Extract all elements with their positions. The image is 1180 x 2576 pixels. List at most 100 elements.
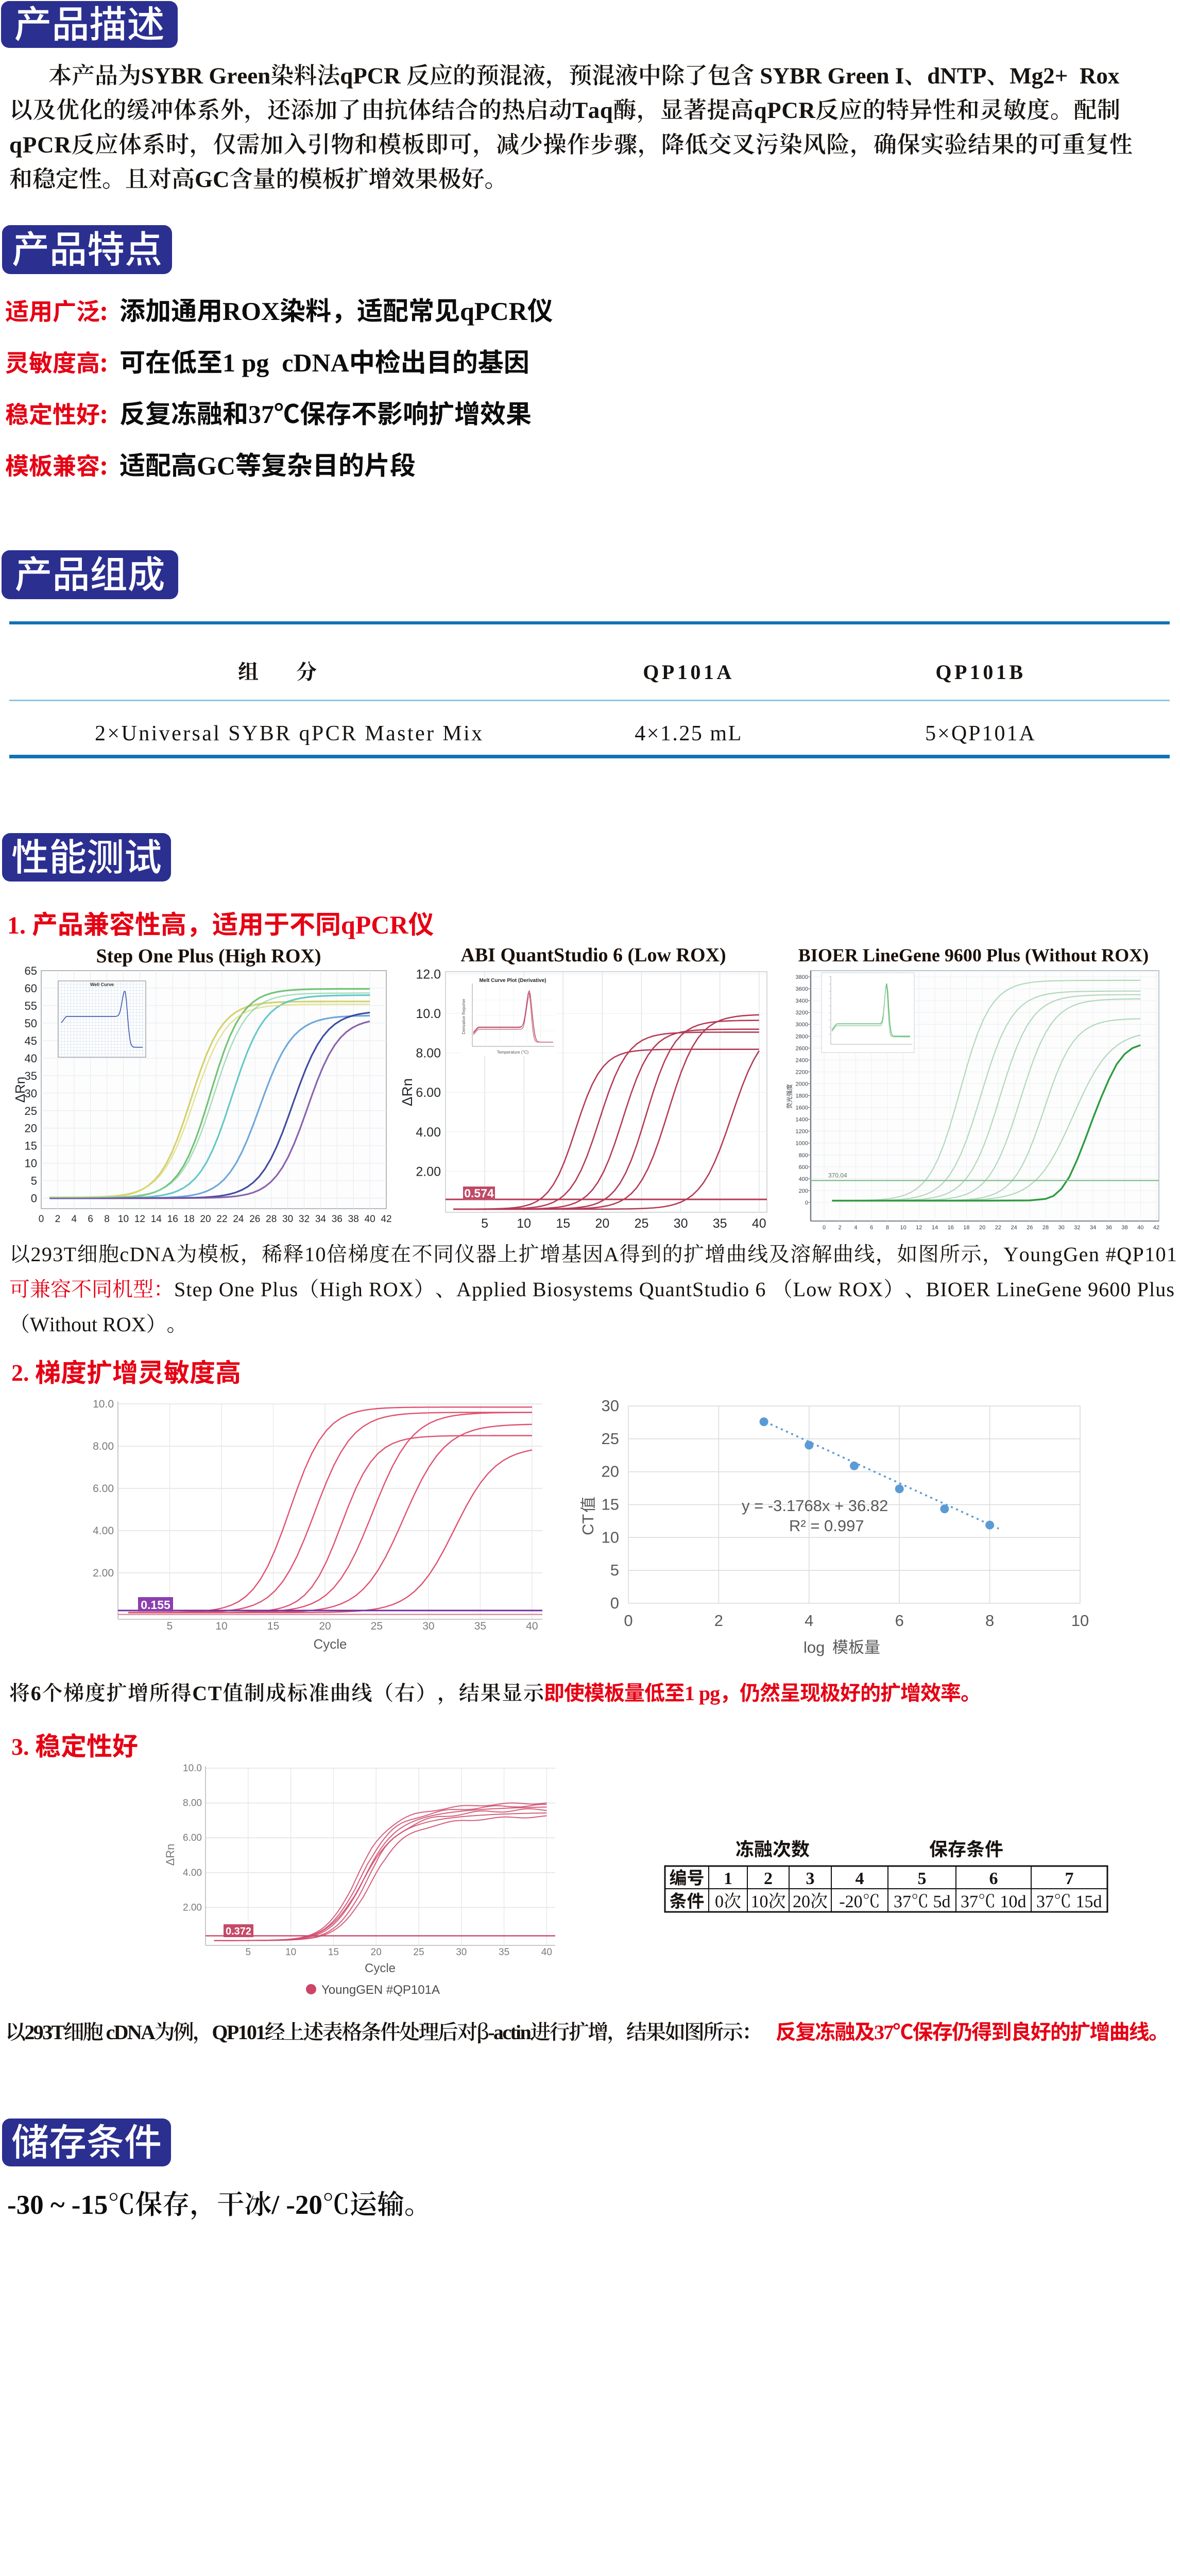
svg-text:30: 30 — [25, 1087, 37, 1100]
svg-text:15: 15 — [267, 1620, 279, 1632]
svg-text:1800: 1800 — [796, 1093, 808, 1099]
svg-text:34: 34 — [1090, 1225, 1096, 1231]
svg-text:35: 35 — [499, 1947, 509, 1958]
svg-text:10.0: 10.0 — [416, 1007, 441, 1021]
svg-text:2800: 2800 — [796, 1033, 808, 1040]
svg-text:800: 800 — [799, 1153, 808, 1159]
svg-text:Cycle: Cycle — [313, 1636, 347, 1652]
svg-text:Melt Curve Plot (Derivative): Melt Curve Plot (Derivative) — [479, 978, 546, 984]
svg-text:40: 40 — [752, 1216, 766, 1231]
svg-text:35: 35 — [474, 1620, 486, 1632]
svg-text:30: 30 — [602, 1397, 619, 1415]
svg-text:Well Curve: Well Curve — [90, 982, 114, 987]
svg-text:4: 4 — [72, 1214, 77, 1225]
svg-text:6: 6 — [870, 1225, 873, 1231]
svg-text:25: 25 — [413, 1947, 424, 1958]
svg-text:4: 4 — [856, 1869, 864, 1888]
svg-text:14: 14 — [151, 1214, 162, 1225]
svg-text:CT: CT — [579, 1514, 597, 1535]
svg-text:4.00: 4.00 — [183, 1868, 202, 1878]
svg-text:12.0: 12.0 — [416, 967, 441, 981]
svg-text:60: 60 — [25, 982, 37, 995]
svg-text:8: 8 — [886, 1225, 889, 1231]
svg-text:30: 30 — [422, 1620, 434, 1632]
svg-text:0: 0 — [39, 1214, 44, 1225]
svg-text:20: 20 — [595, 1216, 609, 1231]
svg-text:2.00: 2.00 — [416, 1164, 441, 1179]
svg-text:1200: 1200 — [796, 1129, 808, 1135]
svg-text:5: 5 — [610, 1561, 619, 1579]
svg-text:0: 0 — [31, 1192, 37, 1205]
svg-text:40: 40 — [25, 1052, 37, 1065]
svg-text:5: 5 — [246, 1947, 251, 1958]
svg-text:5: 5 — [31, 1175, 37, 1188]
svg-text:25: 25 — [602, 1430, 619, 1448]
svg-text:15: 15 — [602, 1496, 619, 1514]
svg-text:26: 26 — [249, 1214, 260, 1225]
svg-text:5: 5 — [481, 1216, 488, 1231]
svg-text:2: 2 — [764, 1869, 773, 1888]
svg-text:370.04: 370.04 — [828, 1172, 847, 1179]
svg-text:65: 65 — [25, 964, 37, 977]
svg-text:20: 20 — [371, 1947, 382, 1958]
svg-text:20: 20 — [319, 1620, 331, 1632]
svg-text:20: 20 — [602, 1463, 619, 1481]
svg-text:25: 25 — [25, 1105, 37, 1117]
svg-text:38: 38 — [348, 1214, 359, 1225]
svg-text:30: 30 — [282, 1214, 293, 1225]
svg-text:26: 26 — [1027, 1225, 1033, 1231]
svg-text:20: 20 — [979, 1225, 985, 1231]
svg-text:ΔRn: ΔRn — [164, 1844, 177, 1866]
svg-text:ΔRn: ΔRn — [12, 1077, 28, 1103]
svg-text:3200: 3200 — [796, 1010, 808, 1016]
svg-text:42: 42 — [381, 1214, 391, 1225]
svg-text:QP101A: QP101A — [643, 660, 734, 684]
svg-text:3800: 3800 — [796, 974, 808, 980]
svg-text:0: 0 — [624, 1612, 632, 1630]
svg-text:1: 1 — [724, 1869, 732, 1888]
svg-text:16: 16 — [948, 1225, 954, 1231]
svg-text:24: 24 — [1011, 1225, 1017, 1231]
svg-text:50: 50 — [25, 1017, 37, 1030]
svg-text:5: 5 — [167, 1620, 173, 1632]
svg-text:35: 35 — [713, 1216, 727, 1231]
svg-text:5×QP101A: 5×QP101A — [925, 722, 1036, 745]
svg-text:2: 2 — [55, 1214, 61, 1225]
svg-text:6.00: 6.00 — [416, 1086, 441, 1100]
svg-text:28: 28 — [1042, 1225, 1049, 1231]
svg-text:2200: 2200 — [796, 1069, 808, 1075]
svg-text:2000: 2000 — [796, 1081, 808, 1088]
svg-text:10: 10 — [215, 1620, 227, 1632]
svg-text:15: 15 — [25, 1140, 37, 1153]
svg-text:2: 2 — [839, 1225, 842, 1231]
svg-text:10.0: 10.0 — [93, 1398, 114, 1410]
svg-text:200: 200 — [799, 1188, 808, 1194]
svg-text:7: 7 — [1065, 1869, 1074, 1888]
svg-text:Temperature (°C): Temperature (°C) — [497, 1050, 529, 1055]
svg-text:y = -3.1768x + 36.82: y = -3.1768x + 36.82 — [742, 1497, 888, 1515]
svg-text:2.00: 2.00 — [183, 1902, 202, 1913]
svg-text:40: 40 — [1137, 1225, 1143, 1231]
svg-text:1000: 1000 — [796, 1141, 808, 1147]
svg-text:40: 40 — [541, 1947, 552, 1958]
svg-text:36: 36 — [332, 1214, 343, 1225]
svg-text:32: 32 — [1074, 1225, 1080, 1231]
svg-text:18: 18 — [963, 1225, 969, 1231]
svg-text:10: 10 — [517, 1216, 531, 1231]
svg-text:3000: 3000 — [796, 1022, 808, 1028]
svg-text:10: 10 — [900, 1225, 906, 1231]
svg-text:25: 25 — [635, 1216, 649, 1231]
svg-text:4.00: 4.00 — [416, 1125, 441, 1140]
svg-text:0.574: 0.574 — [464, 1187, 494, 1200]
svg-text:3: 3 — [806, 1869, 815, 1888]
svg-text:12: 12 — [134, 1214, 145, 1225]
svg-text:8.00: 8.00 — [93, 1440, 114, 1452]
svg-text:15: 15 — [328, 1947, 339, 1958]
svg-text:30: 30 — [456, 1947, 467, 1958]
svg-text:12: 12 — [916, 1225, 922, 1231]
svg-text:3600: 3600 — [796, 986, 808, 992]
svg-text:28: 28 — [266, 1214, 277, 1225]
svg-text:42: 42 — [1153, 1225, 1159, 1231]
svg-text:38: 38 — [1121, 1225, 1127, 1231]
svg-text:10: 10 — [25, 1157, 37, 1170]
